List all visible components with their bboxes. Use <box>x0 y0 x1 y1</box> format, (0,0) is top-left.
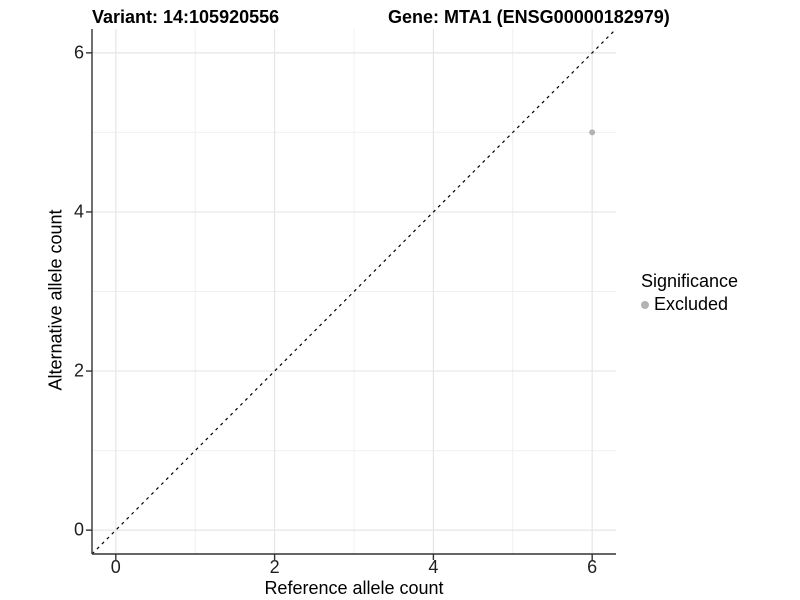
data-point <box>589 129 596 136</box>
diagonal-reference-line <box>91 28 617 555</box>
legend-items: Excluded <box>641 294 738 315</box>
legend-item-label: Excluded <box>654 294 729 314</box>
y-tick-label: 6 <box>73 42 84 63</box>
y-tick-label: 0 <box>73 519 84 540</box>
plot-title-gene: Gene: MTA1 (ENSG00000182979) <box>388 7 670 27</box>
plot-title-variant: Variant: 14:105920556 <box>92 7 280 27</box>
x-tick-label: 4 <box>428 557 439 577</box>
legend: Significance Excluded <box>641 271 738 315</box>
x-tick-label: 6 <box>587 557 598 577</box>
y-tick-label: 2 <box>73 360 84 381</box>
y-axis-title: Alternative allele count <box>45 209 66 391</box>
legend-item: Excluded <box>641 294 738 315</box>
legend-key-dot-icon <box>641 300 649 309</box>
x-tick-label: 0 <box>110 557 121 577</box>
x-axis-title: Reference allele count <box>264 578 444 598</box>
y-tick-label: 4 <box>73 201 84 222</box>
x-tick-label: 2 <box>269 557 280 577</box>
legend-title: Significance <box>641 271 739 291</box>
